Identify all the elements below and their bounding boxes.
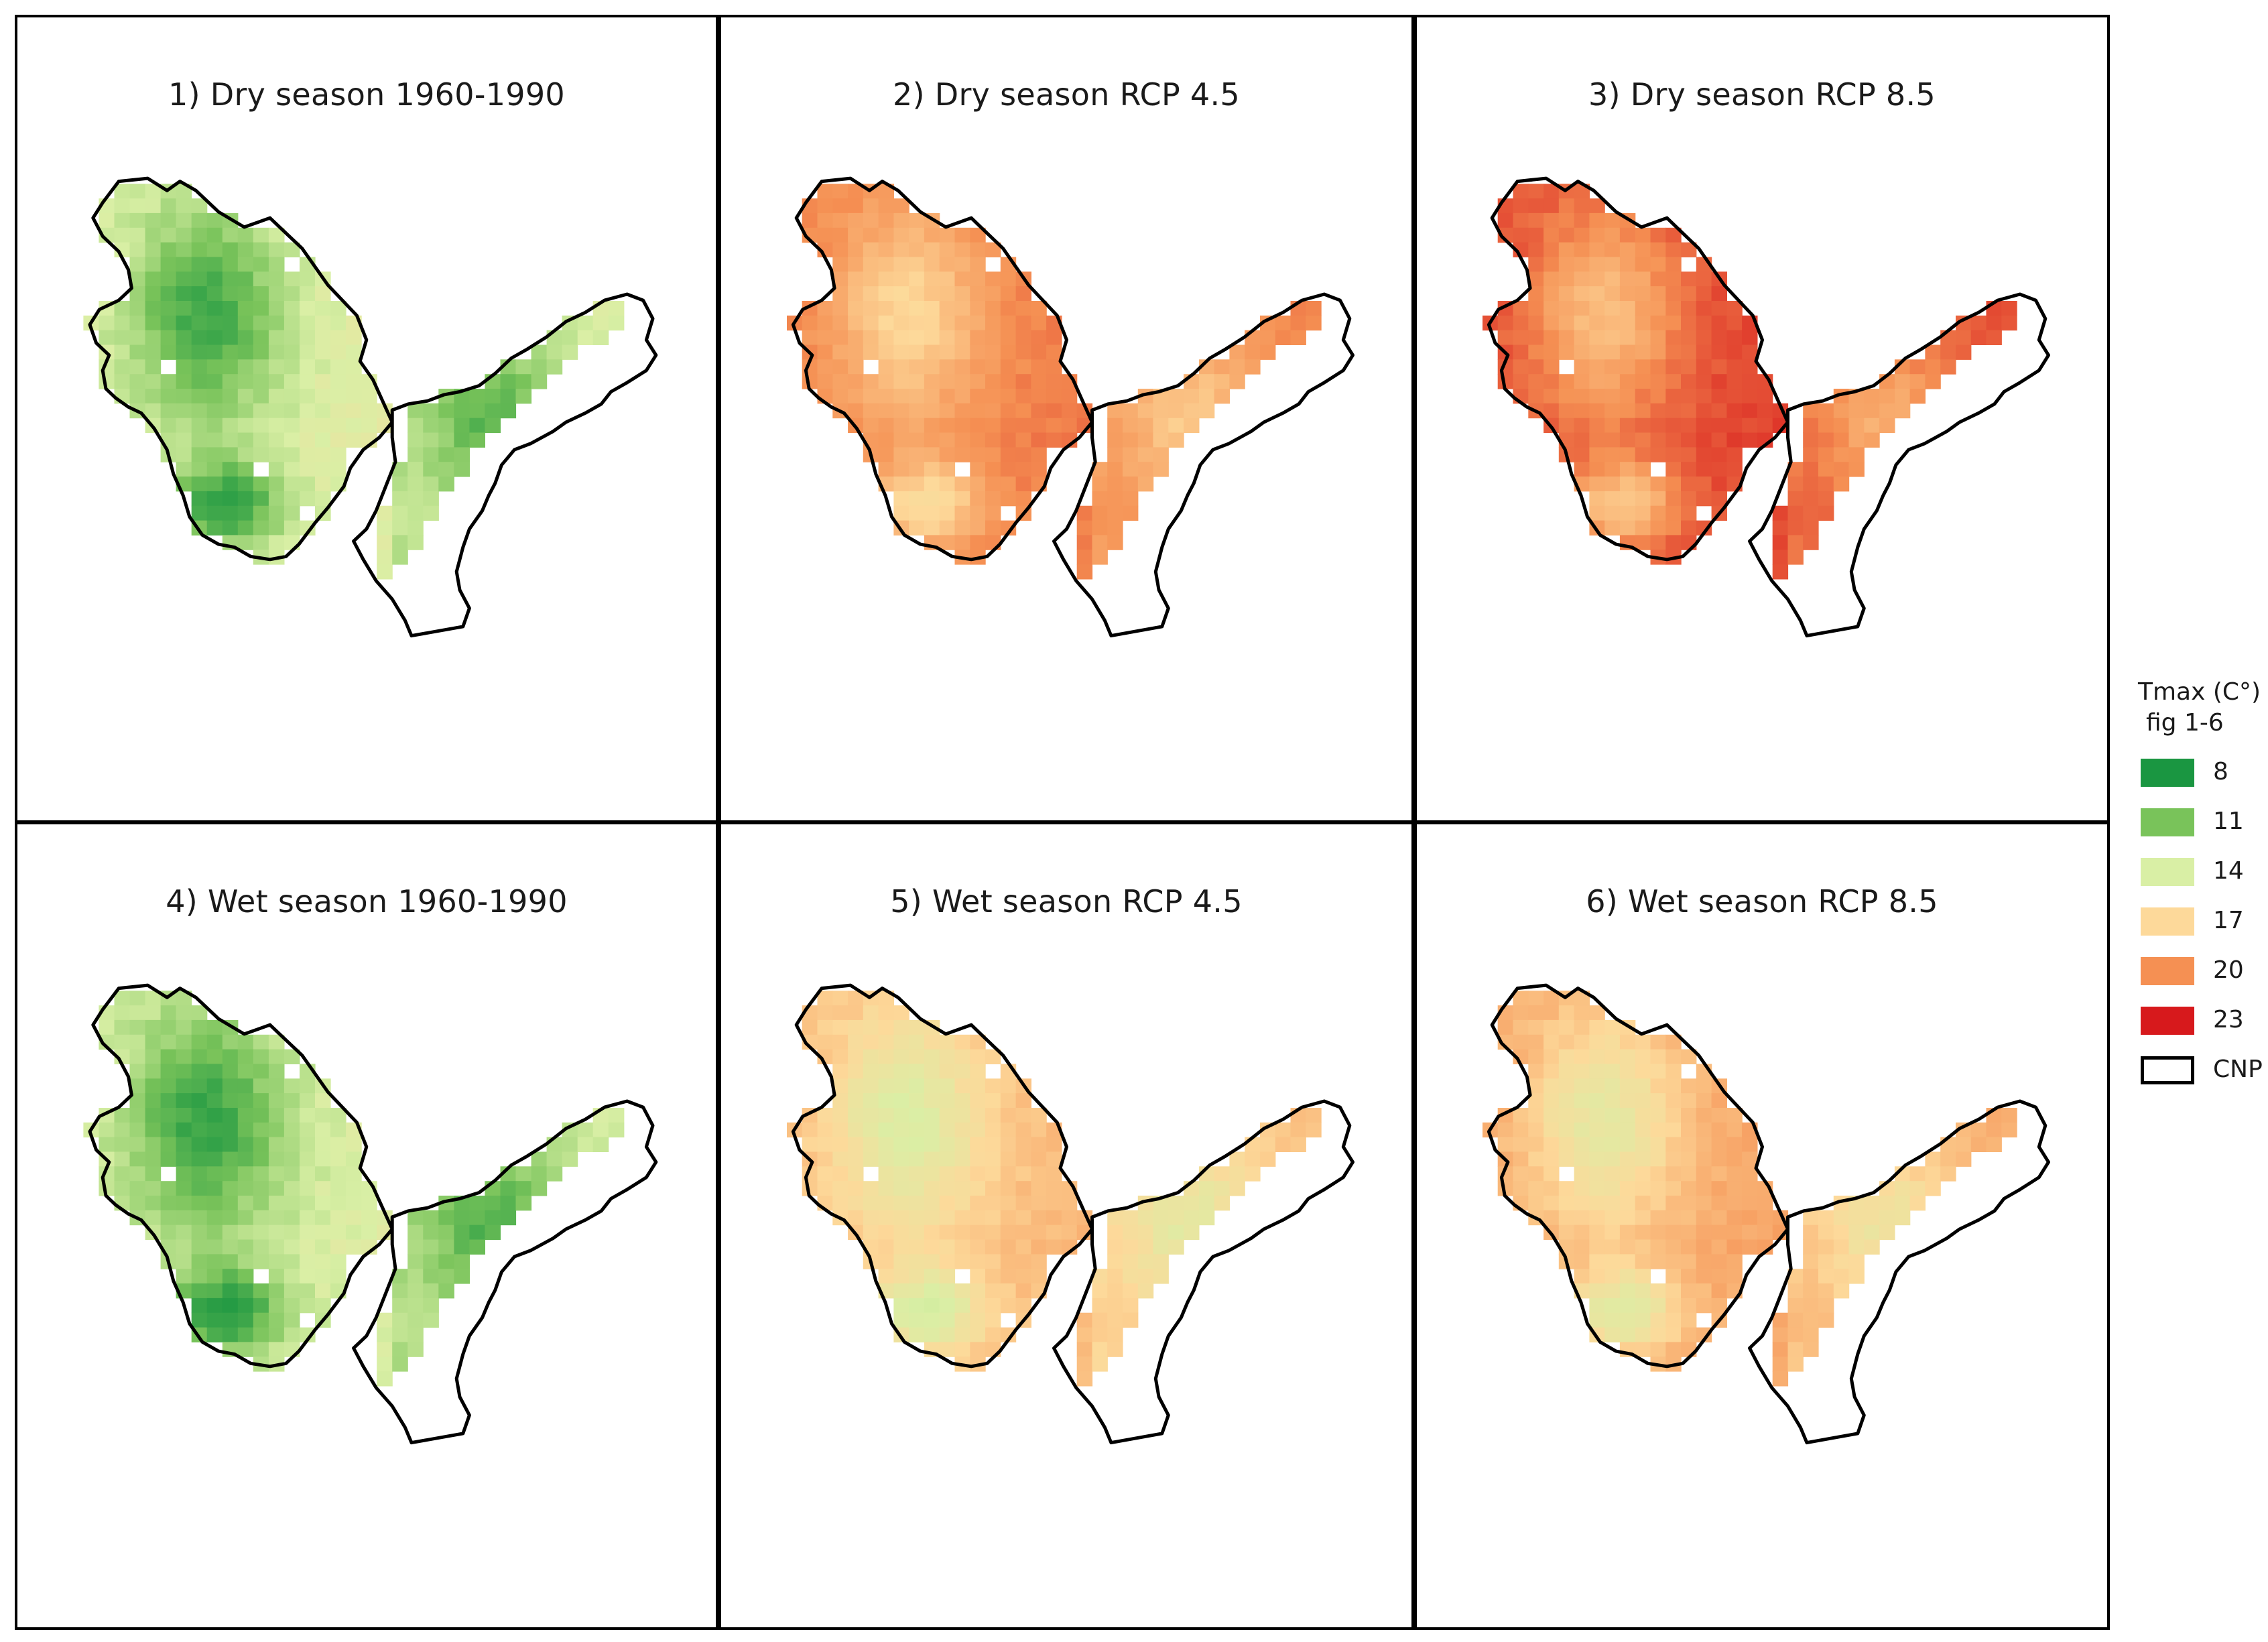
panel-title-6: 6) Wet season RCP 8.5 [1586,883,1938,920]
map-3 [1483,176,2050,638]
legend-swatch-14 [2141,858,2194,886]
map-panel-5: 5) Wet season RCP 4.5 [718,822,1414,1630]
legend-swatch-17 [2141,907,2194,936]
legend-item-23: 23 [2138,1003,2265,1052]
cnp-boundary-1 [88,176,658,638]
legend-swatch-cnp [2141,1056,2194,1084]
tmax-raster-4 [83,991,625,1387]
panel-title-4: 4) Wet season 1960-1990 [166,883,568,920]
map-2 [787,176,1354,638]
map-panel-3: 3) Dry season RCP 8.5 [1414,15,2110,823]
legend-swatch-8 [2141,759,2194,787]
legend-list: 8 11 14 17 20 23 CNP [2138,755,2265,1102]
cnp-boundary-2 [791,176,1354,638]
cnp-boundary-6 [1487,983,2050,1445]
tmax-raster-1 [83,184,625,580]
legend-label-20: 20 [2213,956,2244,984]
legend-title: Tmax (C°) [2138,678,2261,706]
map-panel-4: 4) Wet season 1960-1990 [15,822,718,1630]
legend-item-17: 17 [2138,903,2265,953]
tmax-raster-3 [1483,184,2017,580]
map-5 [787,983,1354,1445]
panel-title-1: 1) Dry season 1960-1990 [168,76,565,113]
legend-label-11: 11 [2213,808,2244,835]
panel-title-5: 5) Wet season RCP 4.5 [890,883,1243,920]
legend-swatch-23 [2141,1007,2194,1035]
panel-title-3: 3) Dry season RCP 8.5 [1588,76,1936,113]
legend-item-14: 14 [2138,854,2265,903]
map-4 [83,983,658,1445]
legend: Tmax (C°) fig 1-6 8 11 14 17 20 23 CNP [2138,677,2265,1102]
legend-label-14: 14 [2213,857,2244,885]
legend-item-20: 20 [2138,953,2265,1003]
cnp-boundary-3 [1487,176,2050,638]
legend-label-cnp: CNP [2213,1056,2263,1083]
map-panel-2: 2) Dry season RCP 4.5 [718,15,1414,823]
legend-label-23: 23 [2213,1006,2244,1033]
map-panel-6: 6) Wet season RCP 8.5 [1414,822,2110,1630]
cnp-boundary-4 [88,983,658,1445]
legend-swatch-20 [2141,957,2194,985]
legend-subtitle: fig 1-6 [2146,709,2224,737]
legend-item-8: 8 [2138,755,2265,804]
cnp-boundary-5 [791,983,1354,1445]
tmax-raster-2 [787,184,1322,580]
legend-item-11: 11 [2138,804,2265,854]
map-1 [83,176,658,638]
legend-item-cnp: CNP [2138,1052,2265,1102]
tmax-raster-6 [1483,991,2017,1387]
legend-swatch-11 [2141,808,2194,836]
legend-label-8: 8 [2213,758,2228,785]
map-6 [1483,983,2050,1445]
panel-title-2: 2) Dry season RCP 4.5 [893,76,1240,113]
map-panel-1: 1) Dry season 1960-1990 [15,15,718,823]
legend-label-17: 17 [2213,907,2244,934]
tmax-raster-5 [787,991,1322,1387]
